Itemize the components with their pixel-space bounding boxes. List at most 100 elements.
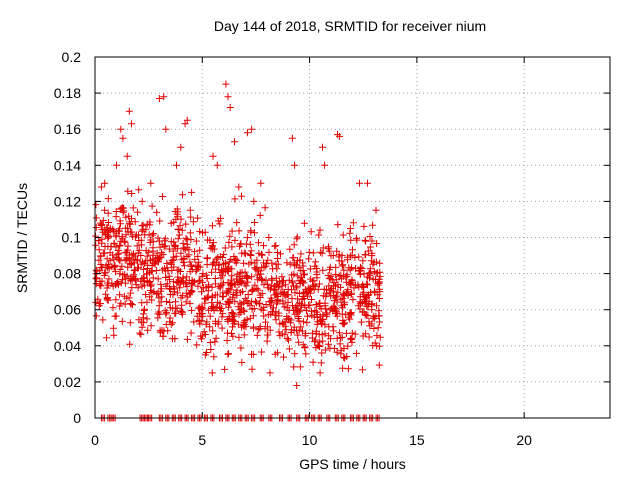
data-point <box>262 262 270 270</box>
data-point <box>235 310 243 318</box>
data-point <box>316 226 324 234</box>
data-point <box>199 312 207 320</box>
data-point <box>185 276 193 284</box>
data-point <box>206 312 214 320</box>
data-point <box>194 252 202 260</box>
data-point <box>364 292 372 299</box>
data-point <box>358 308 366 316</box>
data-point <box>293 235 301 243</box>
data-point <box>272 316 280 324</box>
data-point <box>272 308 280 316</box>
data-point <box>364 312 372 320</box>
data-point <box>177 268 184 275</box>
data-point <box>191 248 199 256</box>
data-point <box>102 269 110 277</box>
data-point <box>162 274 170 281</box>
data-point <box>182 234 190 242</box>
data-point <box>240 306 247 314</box>
data-point <box>103 284 111 292</box>
data-point <box>109 282 117 290</box>
data-point <box>149 238 157 246</box>
data-point <box>136 329 144 337</box>
data-point <box>144 278 151 286</box>
data-point <box>123 294 131 302</box>
data-point <box>362 237 370 245</box>
data-point <box>178 301 186 309</box>
data-point <box>278 273 286 281</box>
data-point <box>204 254 211 262</box>
data-point <box>240 323 248 331</box>
data-point <box>296 363 304 371</box>
y-tick-label: 0.12 <box>54 193 81 209</box>
data-point <box>95 300 103 308</box>
data-point-outlier <box>226 104 234 111</box>
data-point <box>320 285 328 293</box>
data-point <box>97 282 105 290</box>
data-point <box>264 323 271 331</box>
data-point <box>336 340 344 348</box>
data-point <box>301 271 308 279</box>
axis-ticks <box>94 56 610 419</box>
data-point <box>335 272 343 280</box>
data-point <box>199 304 207 312</box>
data-point-outlier <box>336 132 344 140</box>
data-point <box>330 345 338 352</box>
data-point <box>170 218 178 226</box>
data-point <box>276 320 284 328</box>
data-point <box>129 301 136 309</box>
data-point <box>228 316 236 324</box>
data-point <box>116 225 123 233</box>
data-point <box>218 313 226 321</box>
data-point <box>192 237 200 245</box>
data-point <box>207 346 215 353</box>
data-point <box>119 208 127 216</box>
data-point <box>201 295 209 303</box>
data-point <box>366 243 374 251</box>
data-point <box>273 265 281 273</box>
data-point <box>333 292 340 300</box>
data-point <box>120 237 128 245</box>
data-point <box>227 281 235 289</box>
data-point <box>209 245 217 253</box>
data-point <box>309 249 317 257</box>
data-point-outlier <box>125 107 133 115</box>
data-point <box>251 219 259 226</box>
data-point <box>229 323 236 331</box>
data-point <box>238 192 245 200</box>
data-point-outlier <box>183 116 191 124</box>
data-point <box>258 348 266 356</box>
data-point <box>132 281 140 289</box>
data-point <box>165 276 173 284</box>
data-point <box>178 256 186 264</box>
data-point <box>167 238 175 246</box>
data-point <box>154 289 162 297</box>
data-point <box>299 262 307 270</box>
data-point <box>126 228 134 236</box>
data-point <box>138 222 146 230</box>
data-point <box>92 275 100 283</box>
data-point <box>351 330 359 338</box>
data-point <box>171 298 179 306</box>
data-point <box>321 321 329 329</box>
data-point <box>104 294 111 302</box>
data-point <box>255 239 262 247</box>
data-point <box>254 326 262 334</box>
data-point <box>295 338 303 346</box>
data-point <box>267 285 274 293</box>
data-point <box>288 271 296 279</box>
data-point <box>272 242 280 249</box>
data-point <box>112 208 120 215</box>
data-point <box>263 337 271 345</box>
data-point <box>333 348 341 356</box>
data-point <box>182 289 190 297</box>
data-point-outlier <box>123 152 131 160</box>
data-point <box>248 350 255 358</box>
data-point <box>310 277 318 285</box>
data-point <box>228 243 236 251</box>
data-point <box>140 277 148 285</box>
data-point <box>196 320 204 328</box>
data-point <box>98 235 106 243</box>
data-point <box>219 293 226 301</box>
data-point-outlier <box>321 161 329 169</box>
data-point <box>315 231 323 239</box>
